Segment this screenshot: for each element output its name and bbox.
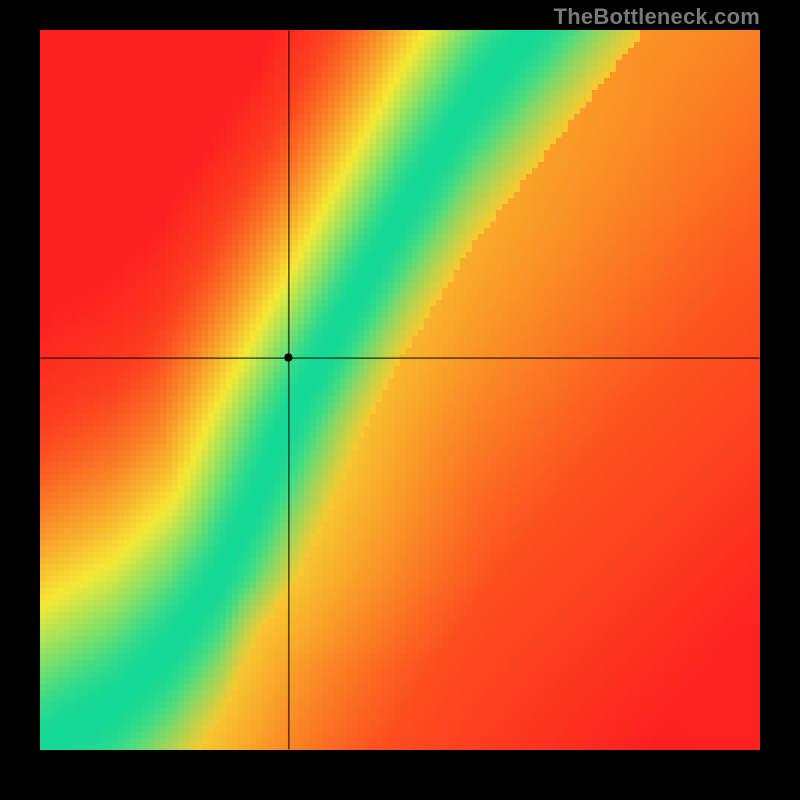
bottleneck-heatmap xyxy=(40,30,760,750)
heatmap-canvas xyxy=(40,30,760,750)
watermark-text: TheBottleneck.com xyxy=(554,4,760,30)
